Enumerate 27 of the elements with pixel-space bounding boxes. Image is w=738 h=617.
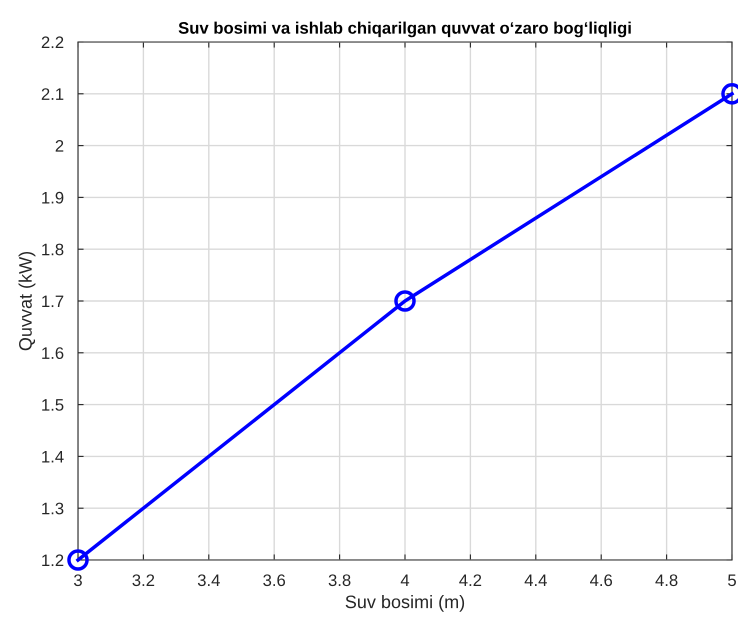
x-tick-label: 3.6 [263,574,286,586]
y-tick-label: 2 [56,140,64,152]
y-axis-title: Quvvat (kW) [18,252,36,350]
x-tick-label: 4.6 [590,574,612,586]
point [394,290,416,312]
x-tick-label: 4.2 [459,574,482,586]
chart-title: Suv bosimi va ishlab chiqarilgan quvvat o‘zaro bog‘liqligi [178,22,631,38]
y-tick-label: 1.6 [42,347,64,360]
y-tick-label: 2.1 [42,88,64,100]
x-tick-label: 3 [74,574,82,586]
x-tick-label: 3.4 [198,574,220,586]
x-tick-label: 4.4 [524,574,547,586]
x-tick-label: 3.2 [132,574,154,586]
x-axis-title: Suv bosimi (m) [346,594,464,612]
x-tick-label: 5 [728,574,736,586]
x-tick-label: 4 [400,574,410,586]
y-tick-label: 1.9 [42,192,64,204]
y-tick-label: 1.3 [42,502,64,514]
y-tick-label: 2.2 [42,36,64,48]
point [67,549,89,571]
y-tick-label: 1.2 [42,554,64,566]
y-tick-label: 1.5 [42,399,64,411]
x-tick-label: 3.8 [328,574,350,586]
y-tick-label: 1.4 [42,450,64,462]
y-tick-label: 1.8 [42,244,64,256]
y-tick-label: 1.7 [42,296,64,308]
x-tick-label: 4.8 [655,574,678,586]
